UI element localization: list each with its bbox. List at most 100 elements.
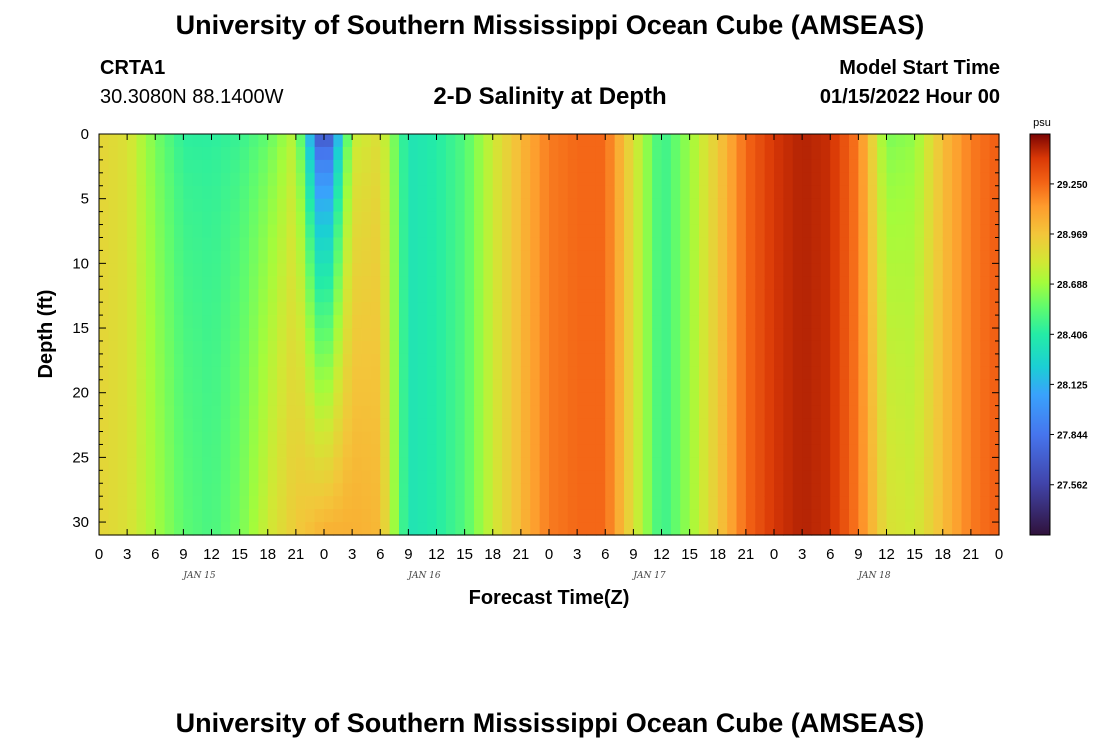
heatmap-cell xyxy=(220,172,231,187)
heatmap-cell xyxy=(436,366,447,381)
heatmap-cell xyxy=(933,392,944,407)
heatmap-cell xyxy=(380,237,391,252)
heatmap-cell xyxy=(324,315,334,329)
heatmap-cell xyxy=(539,340,550,355)
heatmap-cell xyxy=(417,250,428,264)
heatmap-cell xyxy=(745,146,756,161)
heatmap-cell xyxy=(249,328,259,342)
heatmap-cell xyxy=(708,470,719,484)
heatmap-cell xyxy=(511,353,522,368)
heatmap-cell xyxy=(980,276,991,290)
heatmap-cell xyxy=(670,496,681,510)
heatmap-cell xyxy=(295,392,306,407)
heatmap-cell xyxy=(717,134,728,148)
heatmap-cell xyxy=(155,496,166,510)
heatmap-cell xyxy=(820,315,831,329)
heatmap-cell xyxy=(792,250,803,264)
heatmap-cell xyxy=(399,159,409,174)
heatmap-cell xyxy=(595,379,606,394)
heatmap-cell xyxy=(699,483,709,497)
heatmap-cell xyxy=(811,457,822,471)
heatmap-cell xyxy=(474,353,484,368)
heatmap-cell xyxy=(577,211,588,226)
heatmap-cell xyxy=(895,509,906,523)
heatmap-cell xyxy=(324,431,334,446)
heatmap-cell xyxy=(755,224,766,239)
heatmap-cell xyxy=(539,405,550,420)
heatmap-cell xyxy=(314,185,325,200)
heatmap-cell xyxy=(802,483,813,497)
heatmap-cell xyxy=(839,509,850,523)
heatmap-cell xyxy=(549,159,559,174)
heatmap-cell xyxy=(839,457,850,471)
heatmap-cell xyxy=(933,328,944,342)
heatmap-cell xyxy=(745,457,756,471)
heatmap-cell xyxy=(145,340,156,355)
heatmap-cell xyxy=(230,185,241,200)
heatmap-cell xyxy=(661,470,672,484)
heatmap-cell xyxy=(783,509,794,523)
heatmap-cell xyxy=(717,224,728,239)
heatmap-cell xyxy=(136,418,147,433)
heatmap-cell xyxy=(314,457,325,471)
heatmap-cell xyxy=(792,457,803,471)
heatmap-cell xyxy=(436,250,447,264)
heatmap-cell xyxy=(324,185,334,200)
heatmap-cell xyxy=(211,444,222,458)
heatmap-cell xyxy=(727,146,738,161)
heatmap-cell xyxy=(305,134,316,148)
heatmap-cell xyxy=(595,237,606,252)
heatmap-cell xyxy=(792,211,803,226)
heatmap-cell xyxy=(914,340,925,355)
heatmap-cell xyxy=(492,185,503,200)
heatmap-cell xyxy=(745,237,756,252)
heatmap-cell xyxy=(370,146,381,161)
heatmap-cell xyxy=(174,237,184,252)
heatmap-cell xyxy=(586,483,597,497)
heatmap-cell xyxy=(820,211,831,226)
heatmap-cell xyxy=(286,146,297,161)
heatmap-cell xyxy=(408,185,419,200)
heatmap-cell xyxy=(286,198,297,213)
heatmap-cell xyxy=(567,185,578,200)
heatmap-cell xyxy=(324,328,334,342)
heatmap-cell xyxy=(539,237,550,252)
heatmap-cell xyxy=(370,509,381,523)
heatmap-cell xyxy=(267,211,278,226)
heatmap-cell xyxy=(427,250,438,264)
heatmap-cell xyxy=(680,496,691,510)
heatmap-cell xyxy=(333,509,344,523)
heatmap-cell xyxy=(661,159,672,174)
heatmap-cell xyxy=(202,250,213,264)
heatmap-cell xyxy=(989,185,1000,200)
heatmap-cell xyxy=(520,211,531,226)
heatmap-cell xyxy=(389,172,400,187)
heatmap-cell xyxy=(577,366,588,381)
heatmap-cell xyxy=(820,340,831,355)
heatmap-cell xyxy=(858,276,869,290)
heatmap-cell xyxy=(708,198,719,213)
heatmap-cell xyxy=(586,146,597,161)
heatmap-cell xyxy=(136,444,147,458)
heatmap-cell xyxy=(914,198,925,213)
heatmap-cell xyxy=(436,315,447,329)
heatmap-cell xyxy=(764,509,775,523)
heatmap-cell xyxy=(989,509,1000,523)
heatmap-cell xyxy=(642,340,653,355)
heatmap-cell xyxy=(192,276,203,290)
heatmap-cell xyxy=(436,146,447,161)
heatmap-cell xyxy=(389,340,400,355)
heatmap-cell xyxy=(914,302,925,316)
heatmap-cell xyxy=(895,496,906,510)
heatmap-cell xyxy=(783,353,794,368)
heatmap-cell xyxy=(258,405,269,420)
heatmap-cell xyxy=(895,198,906,213)
heatmap-cell xyxy=(633,211,644,226)
heatmap-cell xyxy=(258,211,269,226)
heatmap-cell xyxy=(108,172,119,187)
heatmap-cell xyxy=(464,353,475,368)
heatmap-cell xyxy=(839,353,850,368)
heatmap-cell xyxy=(324,289,334,303)
heatmap-cell xyxy=(708,146,719,161)
heatmap-cell xyxy=(183,134,194,148)
